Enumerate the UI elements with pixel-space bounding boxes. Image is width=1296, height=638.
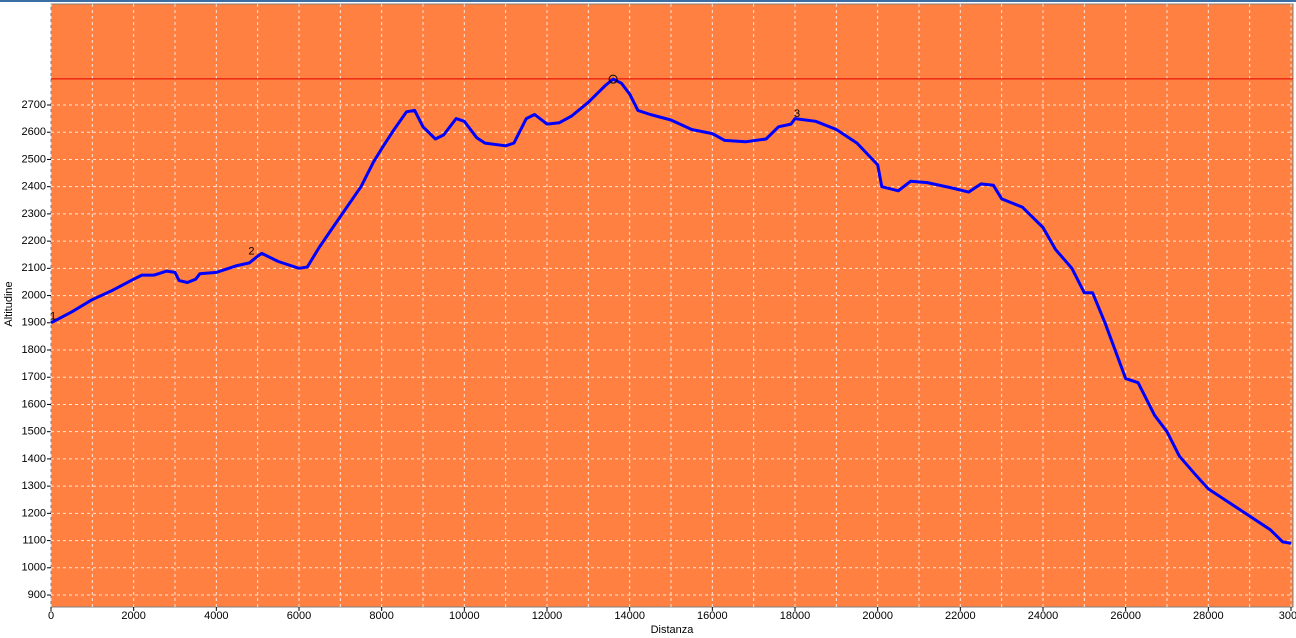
x-tick-label: 26000 — [1110, 610, 1141, 622]
y-axis-label: Altitudine — [3, 281, 15, 326]
y-tick-label: 1400 — [22, 453, 46, 465]
y-tick-label: 1600 — [22, 398, 46, 410]
x-tick-label: 20000 — [862, 610, 893, 622]
x-tick-label: 2000 — [121, 610, 145, 622]
x-tick-label: 0 — [48, 610, 54, 622]
y-tick-label: 900 — [28, 589, 46, 601]
y-tick-label: 1100 — [22, 534, 46, 546]
x-tick-label: 28000 — [1193, 610, 1224, 622]
plot-area — [50, 3, 1294, 608]
y-tick-label: 2100 — [22, 262, 46, 274]
y-tick-label: 1000 — [22, 562, 46, 574]
x-tick-label: 8000 — [369, 610, 393, 622]
waypoint-label: 1 — [50, 311, 56, 323]
waypoint-label: 3 — [794, 108, 800, 120]
y-tick-label: 2000 — [22, 289, 46, 301]
x-tick-label: 6000 — [287, 610, 311, 622]
elevation-line — [50, 77, 1292, 545]
x-tick-label: 14000 — [614, 610, 645, 622]
y-tick-label: 1800 — [22, 344, 46, 356]
x-tick-label: 24000 — [1028, 610, 1059, 622]
peak-marker — [608, 74, 618, 84]
x-tick-label: 12000 — [532, 610, 563, 622]
x-tick-label: 22000 — [945, 610, 976, 622]
y-tick-label: 1900 — [22, 317, 46, 329]
y-tick-label: 1200 — [22, 507, 46, 519]
y-tick-label: 1300 — [22, 480, 46, 492]
y-tick-label: 2200 — [22, 235, 46, 247]
y-tick-label: 2700 — [22, 99, 46, 111]
y-tick-label: 2500 — [22, 153, 46, 165]
x-axis-label: Distanza — [651, 624, 695, 636]
x-tick-label: 16000 — [697, 610, 728, 622]
x-tick-label: 3000 — [1279, 610, 1296, 622]
y-tick-label: 2400 — [22, 181, 46, 193]
y-tick-label: 1500 — [22, 426, 46, 438]
y-tick-label: 2300 — [22, 208, 46, 220]
window-border — [0, 0, 1296, 2]
y-tick-label: 1700 — [22, 371, 46, 383]
x-tick-label: 4000 — [204, 610, 228, 622]
x-tick-label: 10000 — [449, 610, 480, 622]
x-tick-label: 18000 — [780, 610, 811, 622]
waypoint-label: 2 — [248, 245, 254, 257]
y-tick-label: 2600 — [22, 126, 46, 138]
